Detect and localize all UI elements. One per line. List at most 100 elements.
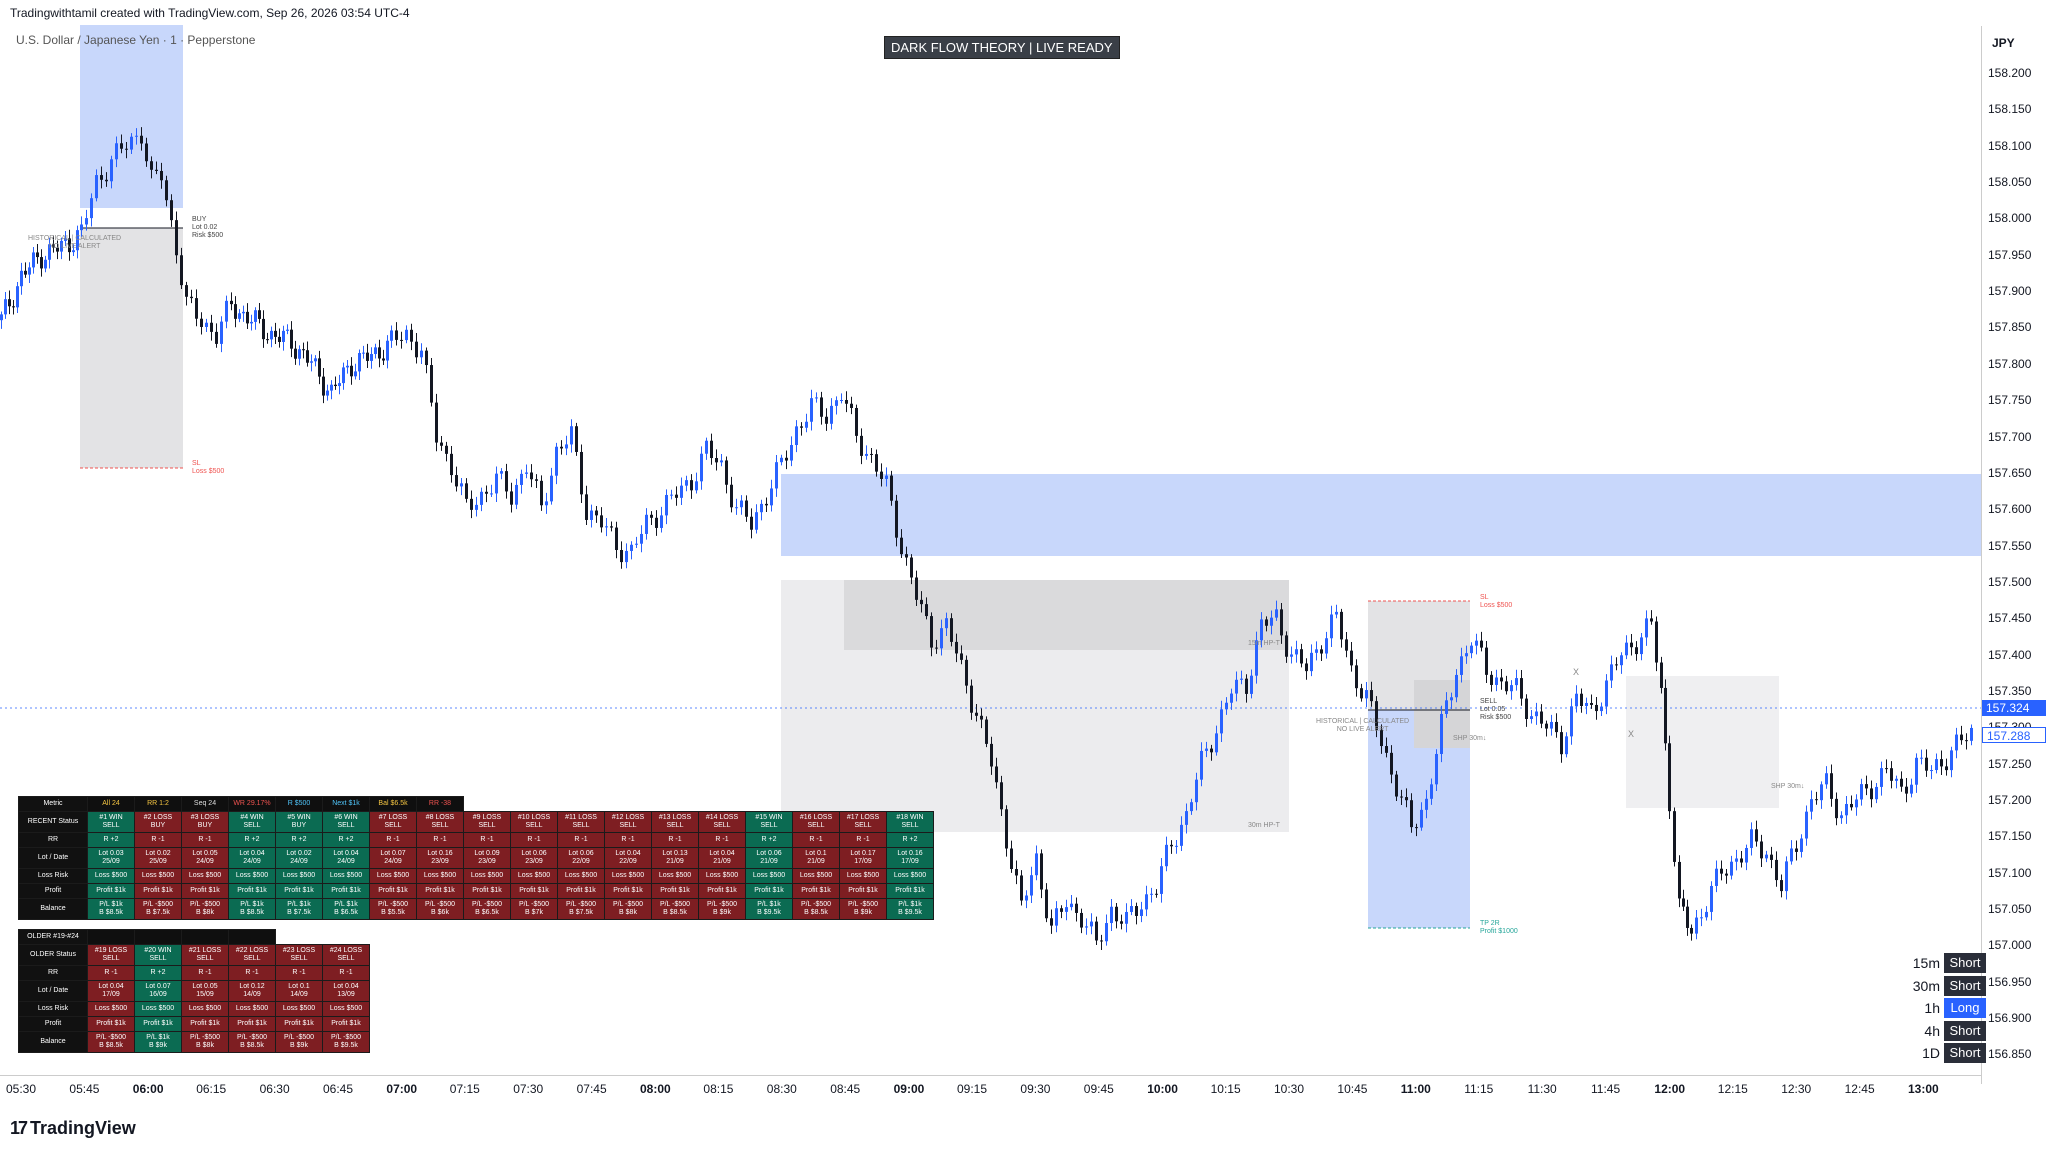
lot-cell-text: 16/09 — [149, 991, 167, 998]
status-cell: #13 LOSS SELL — [651, 811, 699, 833]
candle-body — [1682, 898, 1685, 907]
lot-cell-text: 22/09 — [572, 858, 590, 865]
candle-body — [665, 494, 668, 516]
candle-body — [1710, 885, 1713, 912]
time-tick: 06:15 — [196, 1082, 227, 1096]
rr-cell: R +2 — [745, 832, 793, 848]
rr-cell: R -1 — [369, 832, 417, 848]
rr-cell-text: R +2 — [902, 836, 918, 843]
lot-cell-text: 14/09 — [243, 991, 261, 998]
lot-cell: Lot 0.05 15/09 — [181, 980, 229, 1002]
x-marker-1: X — [1573, 667, 1580, 677]
profit-cell: Profit $1k — [87, 883, 135, 899]
row-label: Balance — [18, 1031, 88, 1053]
risk-cell: Loss $500 — [604, 868, 652, 884]
candle-body — [815, 397, 818, 399]
status-cell: #7 LOSS SELL — [369, 811, 417, 833]
price-axis[interactable]: JPY 158.200 158.150 158.100 158.050 158.000 1… — [1981, 26, 2048, 1084]
candle-body — [1775, 859, 1778, 881]
time-tick: 05:30 — [6, 1082, 37, 1096]
candle-body — [540, 480, 543, 506]
symbol-info[interactable]: U.S. Dollar / Japanese Yen · 1 · Peppers… — [16, 33, 256, 47]
lot-cell: Lot 0.06 23/09 — [510, 847, 558, 869]
status-cell-text: SELL — [290, 955, 308, 962]
candle-body — [1760, 841, 1763, 859]
status-cell: #24 LOSS SELL — [322, 944, 370, 966]
profit-cell-text: Profit $1k — [143, 1020, 173, 1027]
status-cell-text: #18 WIN — [896, 814, 924, 821]
rr-cell: R -1 — [557, 832, 605, 848]
candle-body — [715, 458, 718, 463]
candle-body — [1480, 640, 1483, 648]
price-chart[interactable] — [0, 0, 1981, 1075]
lot-cell: Lot 0.1 21/09 — [792, 847, 840, 869]
candle-body — [915, 577, 918, 600]
lot-cell-text: Lot 0.04 — [239, 850, 265, 857]
risk-cell: Loss $500 — [886, 868, 934, 884]
balance-cell-text: P/L -$500 — [471, 901, 503, 908]
status-cell: #18 WIN SELL — [886, 811, 934, 833]
candle-body — [1070, 903, 1073, 908]
rr-cell: R -1 — [651, 832, 699, 848]
profit-cell-text: Profit $1k — [895, 887, 925, 894]
price-tick: 157.200 — [1988, 793, 2032, 807]
time-tick: 10:45 — [1337, 1082, 1368, 1096]
risk-cell: Loss $500 — [698, 868, 746, 884]
row-label-text: Balance — [40, 905, 66, 912]
candle-body — [1180, 824, 1183, 846]
candle-body — [1315, 649, 1318, 653]
price-tick: 157.400 — [1988, 647, 2032, 662]
status-cell-text: #15 WIN — [755, 814, 783, 821]
time-axis[interactable]: 05:30 05:45 06:00 06:15 06:30 06:45 07:00 07:15… — [0, 1075, 1981, 1102]
row-label-text: Loss Risk — [37, 1005, 69, 1012]
status-cell-text: SELL — [713, 822, 731, 829]
candle-body — [175, 220, 178, 256]
candle-body — [1965, 740, 1968, 742]
row-label-text: Lot / Date — [37, 987, 69, 994]
candle-body — [40, 257, 43, 269]
lot-cell-text: 17/09 — [854, 858, 872, 865]
sell-trade-label: SELL Lot 0.05 Risk $500 — [1480, 698, 1511, 722]
lot-cell-text: 23/09 — [431, 858, 449, 865]
candle-body — [254, 310, 257, 322]
time-tick: 11:30 — [1527, 1082, 1557, 1096]
balance-cell-text: P/L -$500 — [659, 901, 691, 908]
candle-body — [435, 402, 438, 443]
price-tick: 157.250 — [1988, 756, 2032, 771]
status-cell-text: SELL — [807, 822, 825, 829]
candle-body — [1140, 909, 1143, 916]
status-cell-text: BUY — [197, 822, 213, 829]
balance-cell-text: P/L -$500 — [189, 901, 221, 908]
status-cell-text: SELL — [478, 822, 496, 829]
row-label: RR — [18, 965, 88, 981]
rr-cell-text: R -1 — [198, 836, 212, 843]
candle-body — [1595, 704, 1598, 712]
profit-cell: Profit $1k — [886, 883, 934, 899]
buy-label: BUY — [192, 216, 207, 223]
candle-body — [395, 330, 398, 340]
rr-cell-text: R -1 — [856, 836, 870, 843]
candle-body — [1555, 721, 1558, 733]
candle-body — [550, 475, 553, 502]
candle-body — [475, 504, 478, 510]
profit-cell: Profit $1k — [181, 1016, 229, 1032]
lot-cell-text: Lot 0.16 — [427, 850, 453, 857]
rr-cell-text: R +2 — [244, 836, 260, 843]
price-tick: 157.450 — [1988, 611, 2032, 626]
candle-body — [230, 300, 233, 305]
price-tick: 158.050 — [1988, 175, 2032, 190]
tradingview-logo[interactable]: 17 TradingView — [10, 1118, 136, 1139]
indicator-banner: DARK FLOW THEORY | LIVE READY — [884, 36, 1120, 59]
candle-body — [210, 322, 213, 332]
candle-body — [1585, 702, 1588, 707]
lot-cell-text: 24/09 — [337, 858, 355, 865]
candle-body — [1020, 875, 1023, 901]
row-label-text: RR — [47, 836, 59, 843]
candle-body — [220, 321, 223, 344]
candle-body — [645, 514, 648, 534]
blue-supply-zone — [781, 474, 1981, 556]
candle-body — [570, 426, 573, 445]
candle-body — [290, 329, 293, 349]
candle-body — [560, 446, 563, 449]
candle-body — [515, 484, 518, 505]
